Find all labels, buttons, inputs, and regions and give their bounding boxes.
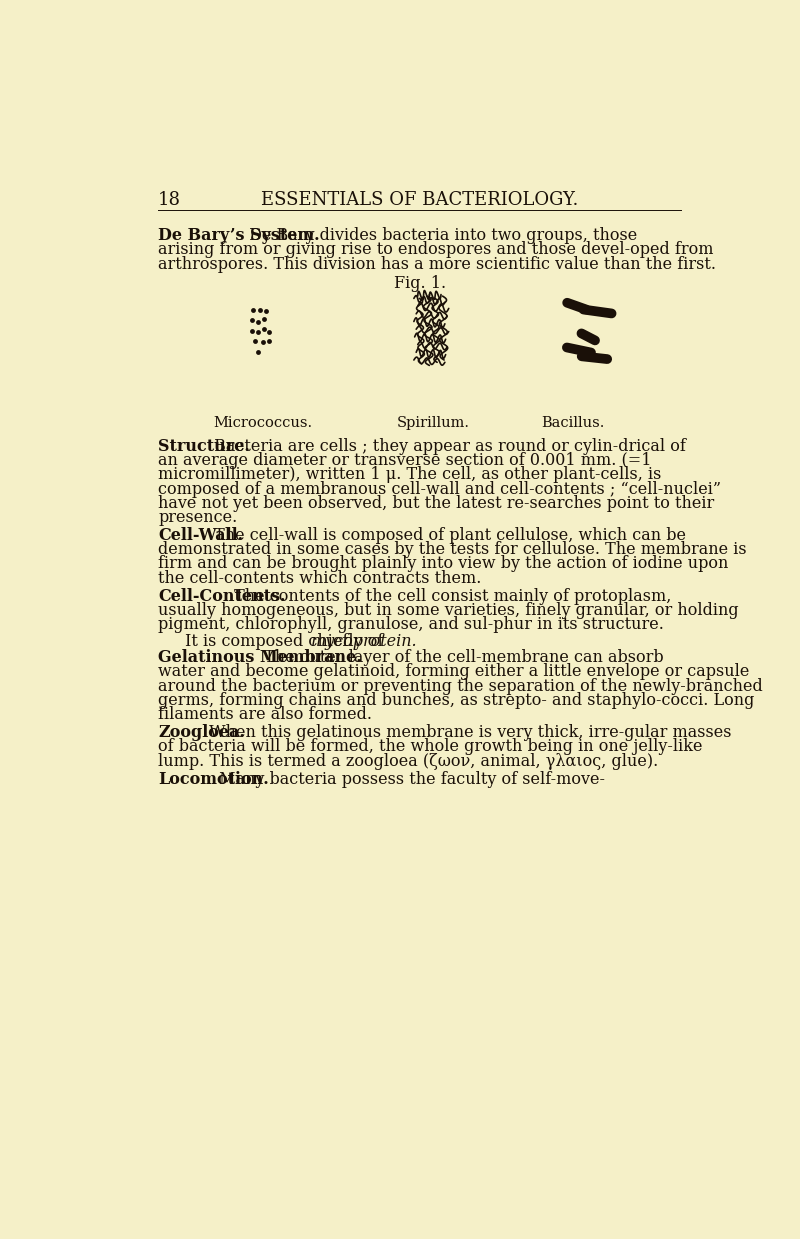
Text: an average diameter or transverse section of 0.001 mm. (=1: an average diameter or transverse sectio… (158, 452, 652, 470)
Text: It is composed chiefly of: It is composed chiefly of (186, 633, 389, 649)
Text: germs, forming chains and bunches, as strepto- and staphylo-cocci. Long: germs, forming chains and bunches, as st… (158, 691, 754, 709)
Text: lump. This is termed a zoogloea (ζωον, animal, γλαιος, glue).: lump. This is termed a zoogloea (ζωον, a… (158, 752, 658, 769)
Text: Bacillus.: Bacillus. (541, 416, 605, 430)
Text: De Bary divides bacteria into two groups, those: De Bary divides bacteria into two groups… (244, 227, 638, 244)
Text: ESSENTIALS OF BACTERIOLOGY.: ESSENTIALS OF BACTERIOLOGY. (261, 191, 578, 209)
Text: filaments are also formed.: filaments are also formed. (158, 706, 372, 724)
Text: the cell-contents which contracts them.: the cell-contents which contracts them. (158, 570, 482, 587)
Text: Gelatinous Membrane.: Gelatinous Membrane. (158, 649, 362, 667)
Text: presence.: presence. (158, 509, 238, 527)
Text: Fig. 1.: Fig. 1. (394, 275, 446, 292)
Text: around the bacterium or preventing the separation of the newly-branched: around the bacterium or preventing the s… (158, 678, 763, 695)
Text: The contents of the cell consist mainly of protoplasm,: The contents of the cell consist mainly … (229, 587, 671, 605)
Text: The outer layer of the cell-membrane can absorb: The outer layer of the cell-membrane can… (259, 649, 664, 667)
Text: water and become gelatinoid, forming either a little envelope or capsule: water and become gelatinoid, forming eit… (158, 663, 750, 680)
Text: Many bacteria possess the faculty of self-move-: Many bacteria possess the faculty of sel… (214, 771, 605, 788)
Text: arising from or giving rise to endospores and those devel-oped from: arising from or giving rise to endospore… (158, 242, 714, 259)
Text: Zoogloea.: Zoogloea. (158, 724, 245, 741)
Text: arthrospores. This division has a more scientific value than the first.: arthrospores. This division has a more s… (158, 255, 716, 273)
Text: composed of a membranous cell-wall and cell-contents ; “cell-nuclei”: composed of a membranous cell-wall and c… (158, 481, 721, 498)
Text: Cell-Contents.: Cell-Contents. (158, 587, 286, 605)
Text: usually homogeneous, but in some varieties, finely granular, or holding: usually homogeneous, but in some varieti… (158, 602, 738, 618)
Text: De Bary’s System.: De Bary’s System. (158, 227, 320, 244)
Text: of bacteria will be formed, the whole growth being in one jelly-like: of bacteria will be formed, the whole gr… (158, 738, 702, 756)
Text: The cell-wall is composed of plant cellulose, which can be: The cell-wall is composed of plant cellu… (209, 527, 686, 544)
Text: Locomotion.: Locomotion. (158, 771, 269, 788)
Text: Spirillum.: Spirillum. (397, 416, 470, 430)
Text: 18: 18 (158, 191, 181, 209)
Text: mycoprotein.: mycoprotein. (310, 633, 417, 649)
Text: Micrococcus.: Micrococcus. (213, 416, 312, 430)
Text: firm and can be brought plainly into view by the action of iodine upon: firm and can be brought plainly into vie… (158, 555, 729, 572)
Text: micromillimeter), written 1 μ. The cell, as other plant-cells, is: micromillimeter), written 1 μ. The cell,… (158, 466, 662, 483)
Text: Structure.: Structure. (158, 437, 250, 455)
Text: Bacteria are cells ; they appear as round or cylin-drical of: Bacteria are cells ; they appear as roun… (209, 437, 686, 455)
Text: When this gelatinous membrane is very thick, irre-gular masses: When this gelatinous membrane is very th… (204, 724, 731, 741)
Text: demonstrated in some cases by the tests for cellulose. The membrane is: demonstrated in some cases by the tests … (158, 541, 746, 559)
Text: pigment, chlorophyll, granulose, and sul-phur in its structure.: pigment, chlorophyll, granulose, and sul… (158, 616, 664, 633)
Text: Cell-Wall.: Cell-Wall. (158, 527, 243, 544)
Text: have not yet been observed, but the latest re-searches point to their: have not yet been observed, but the late… (158, 494, 714, 512)
